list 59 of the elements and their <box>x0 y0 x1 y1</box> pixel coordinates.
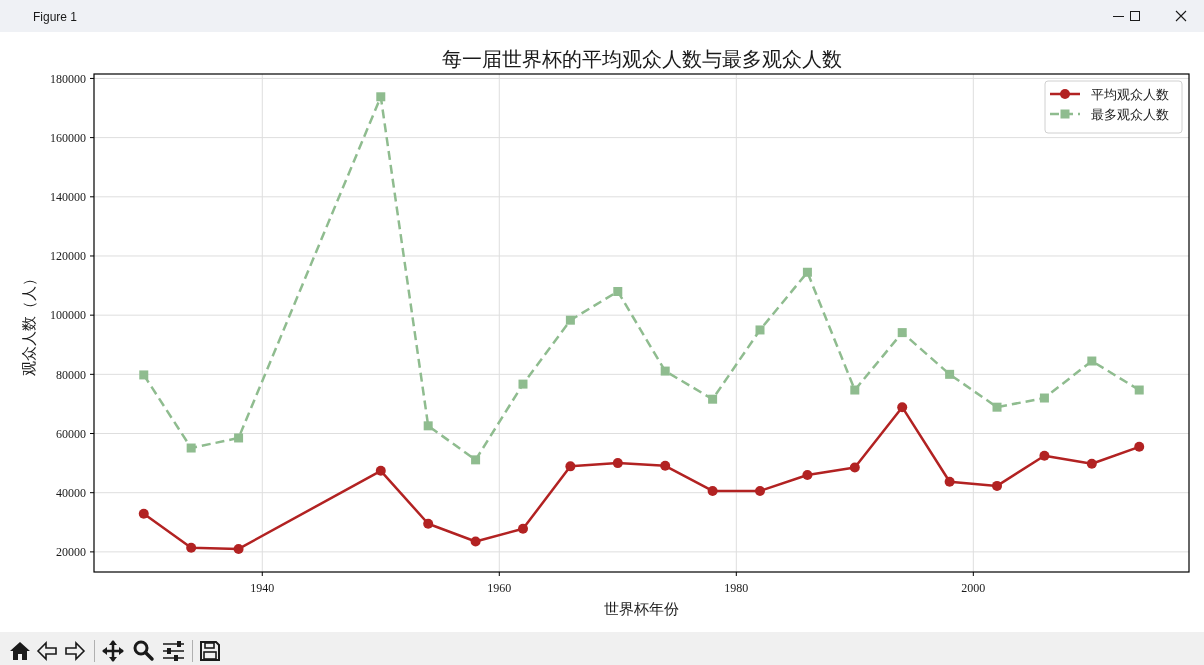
point <box>992 402 1002 412</box>
y-tick-label: 20000 <box>56 545 86 560</box>
y-axis-title: 观众人数（人） <box>20 270 38 376</box>
y-tick-label: 80000 <box>56 367 86 382</box>
point <box>897 328 907 338</box>
point <box>423 518 434 529</box>
point <box>849 462 860 473</box>
y-tick-label: 140000 <box>50 190 86 204</box>
x-tick-label: 1960 <box>487 581 512 595</box>
point <box>470 536 481 547</box>
point <box>850 385 860 395</box>
point <box>1134 441 1145 452</box>
point <box>660 460 671 471</box>
y-tick-label: 160000 <box>50 130 86 145</box>
chart-title: 每一届世界杯的平均观众人数与最多观众人数 <box>441 47 842 71</box>
point <box>565 461 576 472</box>
point <box>233 543 244 554</box>
y-tick-label: 180000 <box>50 71 86 86</box>
point <box>471 455 481 465</box>
point <box>1087 356 1097 366</box>
point <box>139 370 149 380</box>
point <box>565 315 575 325</box>
point <box>1086 458 1097 469</box>
point <box>613 286 623 296</box>
caption: Figure 1 <box>33 10 78 24</box>
point <box>234 433 244 443</box>
point <box>375 465 386 476</box>
point <box>517 523 528 534</box>
legend-label: 最多观众人数 <box>1091 106 1169 122</box>
y-tick-label: 60000 <box>56 426 86 441</box>
point <box>802 267 812 277</box>
point <box>518 379 528 389</box>
x-tick-label: 1980 <box>724 581 749 595</box>
point <box>897 402 908 413</box>
point <box>802 469 813 480</box>
point <box>1039 393 1049 403</box>
point <box>708 394 718 404</box>
x-tick-label: 2000 <box>961 581 986 595</box>
point <box>1039 450 1050 461</box>
point <box>423 421 433 431</box>
y-tick-label: 40000 <box>56 485 86 500</box>
point <box>755 485 766 496</box>
point <box>944 476 955 487</box>
y-tick-label: 100000 <box>50 308 86 323</box>
point <box>376 92 386 102</box>
point <box>612 458 623 469</box>
point <box>138 508 149 519</box>
point <box>186 443 196 453</box>
point <box>945 369 955 379</box>
point <box>755 325 765 335</box>
point <box>186 542 197 553</box>
legend-label: 平均观众人数 <box>1091 86 1169 102</box>
y-tick-label: 120000 <box>50 249 86 264</box>
point <box>992 480 1003 491</box>
point <box>1134 385 1144 395</box>
x-tick-label: 1940 <box>250 581 275 595</box>
point <box>707 485 718 496</box>
x-axis-title: 世界杯年份 <box>604 600 679 618</box>
point <box>660 366 670 376</box>
